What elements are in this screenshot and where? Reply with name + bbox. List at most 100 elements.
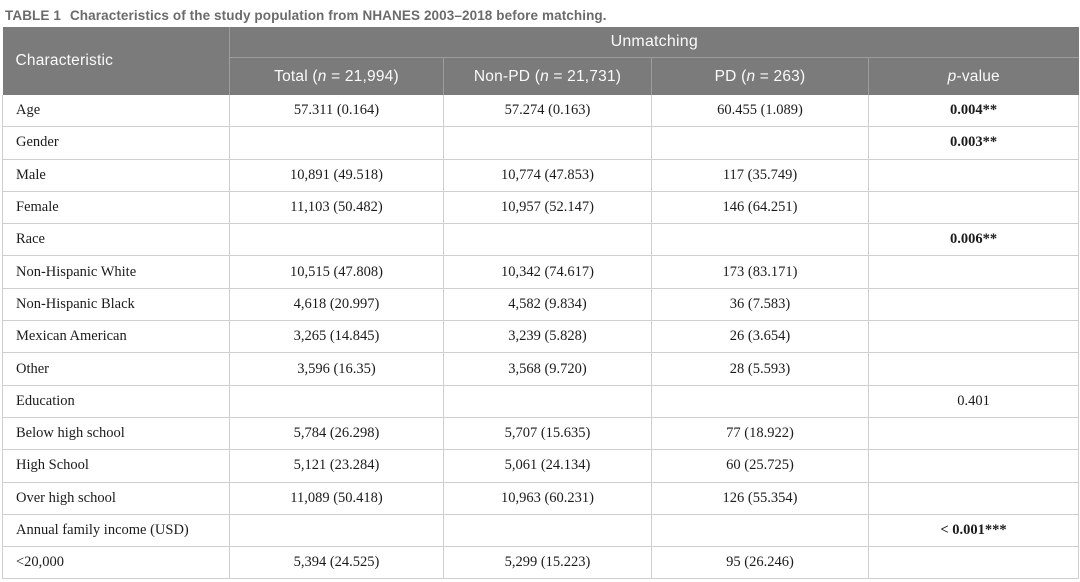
cell-pd: 26 (3.654)	[651, 320, 869, 354]
cell-non-pd: 57.274 (0.163)	[443, 95, 652, 128]
table-row-non-hispanic-white: Non-Hispanic White 10,515 (47.808) 10,34…	[2, 255, 1079, 289]
cell-pvalue: < 0.001***	[868, 513, 1079, 548]
cell-pvalue	[868, 416, 1079, 451]
cell-pd	[651, 513, 869, 548]
table-row-female: Female 11,103 (50.482) 10,957 (52.147) 1…	[2, 190, 1079, 225]
cell-total	[229, 384, 444, 418]
cell-pvalue	[868, 320, 1079, 354]
cell-total: 5,394 (24.525)	[229, 546, 444, 580]
row-label: High School	[2, 449, 230, 483]
row-label: Age	[2, 95, 230, 128]
cell-total	[229, 126, 444, 160]
column-header-total: Total (n = 21,994)	[229, 57, 444, 95]
cell-pvalue: 0.004**	[868, 95, 1079, 128]
row-label: Male	[2, 158, 230, 192]
table-row-gender: Gender 0.003**	[2, 126, 1079, 160]
cell-non-pd: 5,061 (24.134)	[443, 449, 652, 483]
table-row-other: Other 3,596 (16.35) 3,568 (9.720) 28 (5.…	[2, 352, 1079, 386]
cell-total: 4,618 (20.997)	[229, 287, 444, 322]
cell-non-pd: 5,707 (15.635)	[443, 416, 652, 451]
table-row-race: Race 0.006**	[2, 223, 1079, 257]
cell-non-pd	[443, 126, 652, 160]
table-row-education: Education 0.401	[2, 384, 1079, 418]
row-label: Other	[2, 352, 230, 386]
table-row-age: Age 57.311 (0.164) 57.274 (0.163) 60.455…	[2, 95, 1079, 128]
cell-total	[229, 513, 444, 548]
cell-non-pd	[443, 384, 652, 418]
cell-non-pd: 10,342 (74.617)	[443, 255, 652, 289]
column-header-pd: PD (n = 263)	[651, 57, 869, 95]
cell-pd: 60 (25.725)	[651, 449, 869, 483]
row-label: Non-Hispanic White	[2, 255, 230, 289]
cell-pvalue: 0.401	[868, 384, 1079, 418]
cell-pd: 28 (5.593)	[651, 352, 869, 386]
column-header-pvalue: p-value	[868, 57, 1079, 95]
cell-pd: 95 (26.246)	[651, 546, 869, 580]
characteristics-table: Characteristic Unmatching Total (n = 21,…	[2, 27, 1079, 580]
cell-pd	[651, 126, 869, 160]
row-label: Race	[2, 223, 230, 257]
cell-pd: 77 (18.922)	[651, 416, 869, 451]
row-label: Over high school	[2, 481, 230, 515]
cell-non-pd: 5,299 (15.223)	[443, 546, 652, 580]
cell-non-pd: 10,963 (60.231)	[443, 481, 652, 515]
cell-total: 10,515 (47.808)	[229, 255, 444, 289]
cell-total	[229, 223, 444, 257]
cell-pvalue	[868, 546, 1079, 580]
cell-non-pd: 3,568 (9.720)	[443, 352, 652, 386]
column-group-header-unmatching: Unmatching	[229, 27, 1079, 58]
row-label: Non-Hispanic Black	[2, 287, 230, 322]
cell-pvalue	[868, 352, 1079, 386]
table-row-below-high-school: Below high school 5,784 (26.298) 5,707 (…	[2, 416, 1079, 451]
cell-total: 57.311 (0.164)	[229, 95, 444, 128]
row-label: Below high school	[2, 416, 230, 451]
row-label: Education	[2, 384, 230, 418]
row-label: Annual family income (USD)	[2, 513, 230, 548]
table-row-mexican-american: Mexican American 3,265 (14.845) 3,239 (5…	[2, 320, 1079, 354]
cell-total: 11,089 (50.418)	[229, 481, 444, 515]
cell-total: 11,103 (50.482)	[229, 190, 444, 225]
table-header: Characteristic Unmatching Total (n = 21,…	[2, 27, 1079, 95]
cell-pd: 60.455 (1.089)	[651, 95, 869, 128]
cell-pvalue: 0.003**	[868, 126, 1079, 160]
cell-total: 5,784 (26.298)	[229, 416, 444, 451]
cell-total: 3,596 (16.35)	[229, 352, 444, 386]
cell-non-pd: 10,957 (52.147)	[443, 190, 652, 225]
cell-pd: 36 (7.583)	[651, 287, 869, 322]
cell-pd: 117 (35.749)	[651, 158, 869, 192]
cell-pvalue	[868, 158, 1079, 192]
cell-pvalue	[868, 190, 1079, 225]
cell-pvalue	[868, 449, 1079, 483]
row-label: <20,000	[2, 546, 230, 580]
cell-non-pd	[443, 223, 652, 257]
cell-pvalue: 0.006**	[868, 223, 1079, 257]
cell-pd: 173 (83.171)	[651, 255, 869, 289]
row-label: Mexican American	[2, 320, 230, 354]
table-row-annual-family-income: Annual family income (USD) < 0.001***	[2, 513, 1079, 548]
row-label: Gender	[2, 126, 230, 160]
table-row-high-school: High School 5,121 (23.284) 5,061 (24.134…	[2, 449, 1079, 483]
table-body: Age 57.311 (0.164) 57.274 (0.163) 60.455…	[2, 95, 1079, 580]
table-caption-text: Characteristics of the study population …	[69, 8, 607, 23]
table-caption: TABLE 1 Characteristics of the study popu…	[0, 0, 1080, 27]
cell-pd: 146 (64.251)	[651, 190, 869, 225]
table-row-over-high-school: Over high school 11,089 (50.418) 10,963 …	[2, 481, 1079, 515]
cell-non-pd: 3,239 (5.828)	[443, 320, 652, 354]
cell-total: 5,121 (23.284)	[229, 449, 444, 483]
cell-pd	[651, 384, 869, 418]
cell-pvalue	[868, 481, 1079, 515]
cell-pd	[651, 223, 869, 257]
cell-non-pd: 10,774 (47.853)	[443, 158, 652, 192]
column-header-non-pd: Non-PD (n = 21,731)	[443, 57, 652, 95]
row-label: Female	[2, 190, 230, 225]
table-caption-label: TABLE 1	[5, 8, 61, 23]
cell-pd: 126 (55.354)	[651, 481, 869, 515]
cell-total: 10,891 (49.518)	[229, 158, 444, 192]
cell-non-pd	[443, 513, 652, 548]
table-row-under-20000: <20,000 5,394 (24.525) 5,299 (15.223) 95…	[2, 546, 1079, 580]
cell-pvalue	[868, 287, 1079, 322]
table-row-male: Male 10,891 (49.518) 10,774 (47.853) 117…	[2, 158, 1079, 192]
table-row-non-hispanic-black: Non-Hispanic Black 4,618 (20.997) 4,582 …	[2, 287, 1079, 322]
cell-total: 3,265 (14.845)	[229, 320, 444, 354]
column-header-characteristic: Characteristic	[2, 27, 230, 95]
